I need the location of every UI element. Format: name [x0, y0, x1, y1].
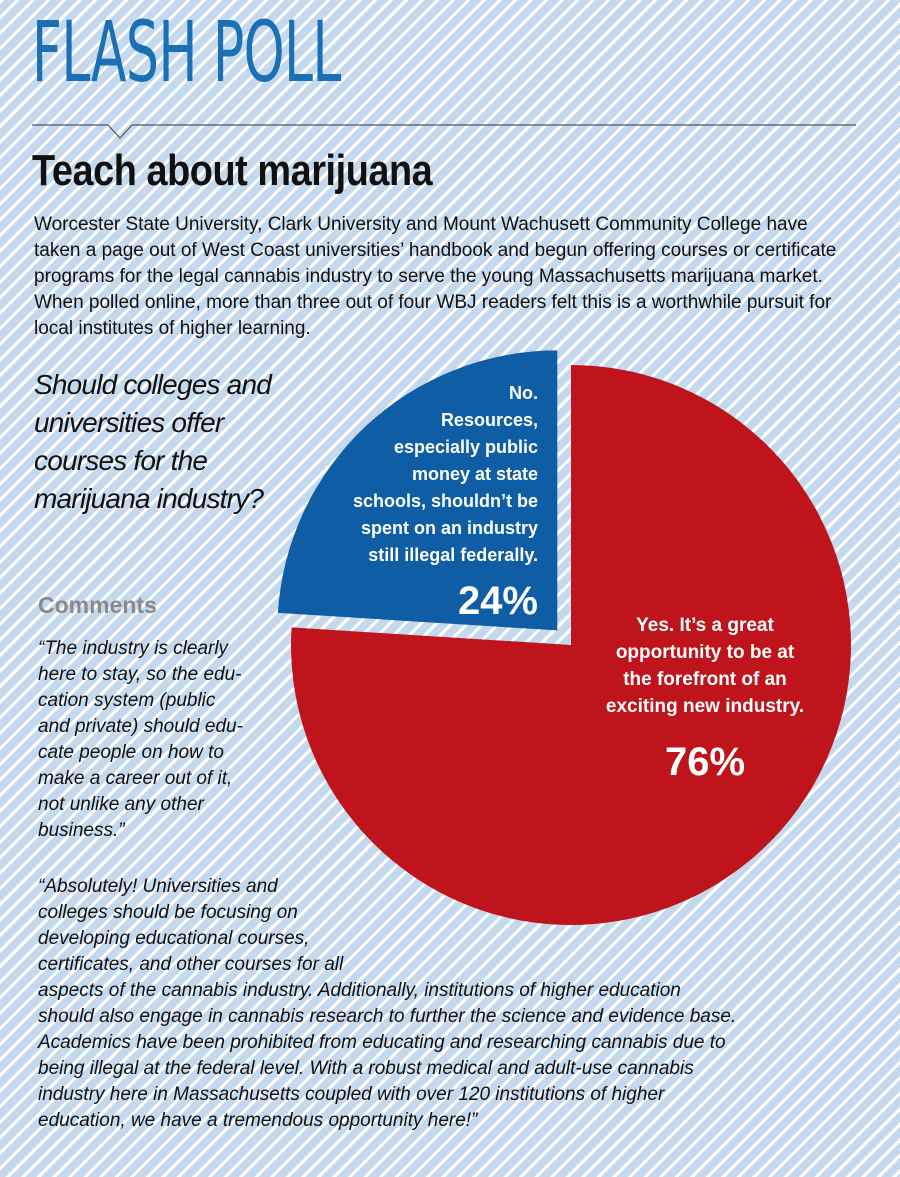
pie-slice-yes: [291, 365, 851, 925]
yes-percent: 76%: [664, 740, 746, 784]
flash-poll-brand: FLASH POLL: [32, 3, 341, 101]
comments-heading: Comments: [38, 592, 157, 618]
no-answer-text: No. Resources, especially public money at s…: [352, 383, 538, 565]
title-divider: [32, 124, 856, 139]
yes-answer-text: Yes. It’s a great opportunity to be at the…: [605, 615, 805, 717]
comment-2: “Absolutely! Universities and colleges s…: [38, 876, 737, 1131]
intro-paragraph: Worcester State University, Clark Univer…: [34, 214, 837, 339]
headline: Teach about marijuana: [32, 146, 433, 195]
no-percent: 24%: [457, 579, 538, 623]
pie-slice-no: [277, 350, 558, 631]
slice-label-yes: Yes. It’s a great opportunity to be at the…: [590, 612, 820, 790]
comment-1: “The industry is clearly here to stay, so…: [38, 638, 243, 841]
poll-question: Should colleges and universities offer cou…: [34, 369, 272, 514]
slice-label-no: No. Resources, especially public money at s…: [298, 380, 538, 629]
